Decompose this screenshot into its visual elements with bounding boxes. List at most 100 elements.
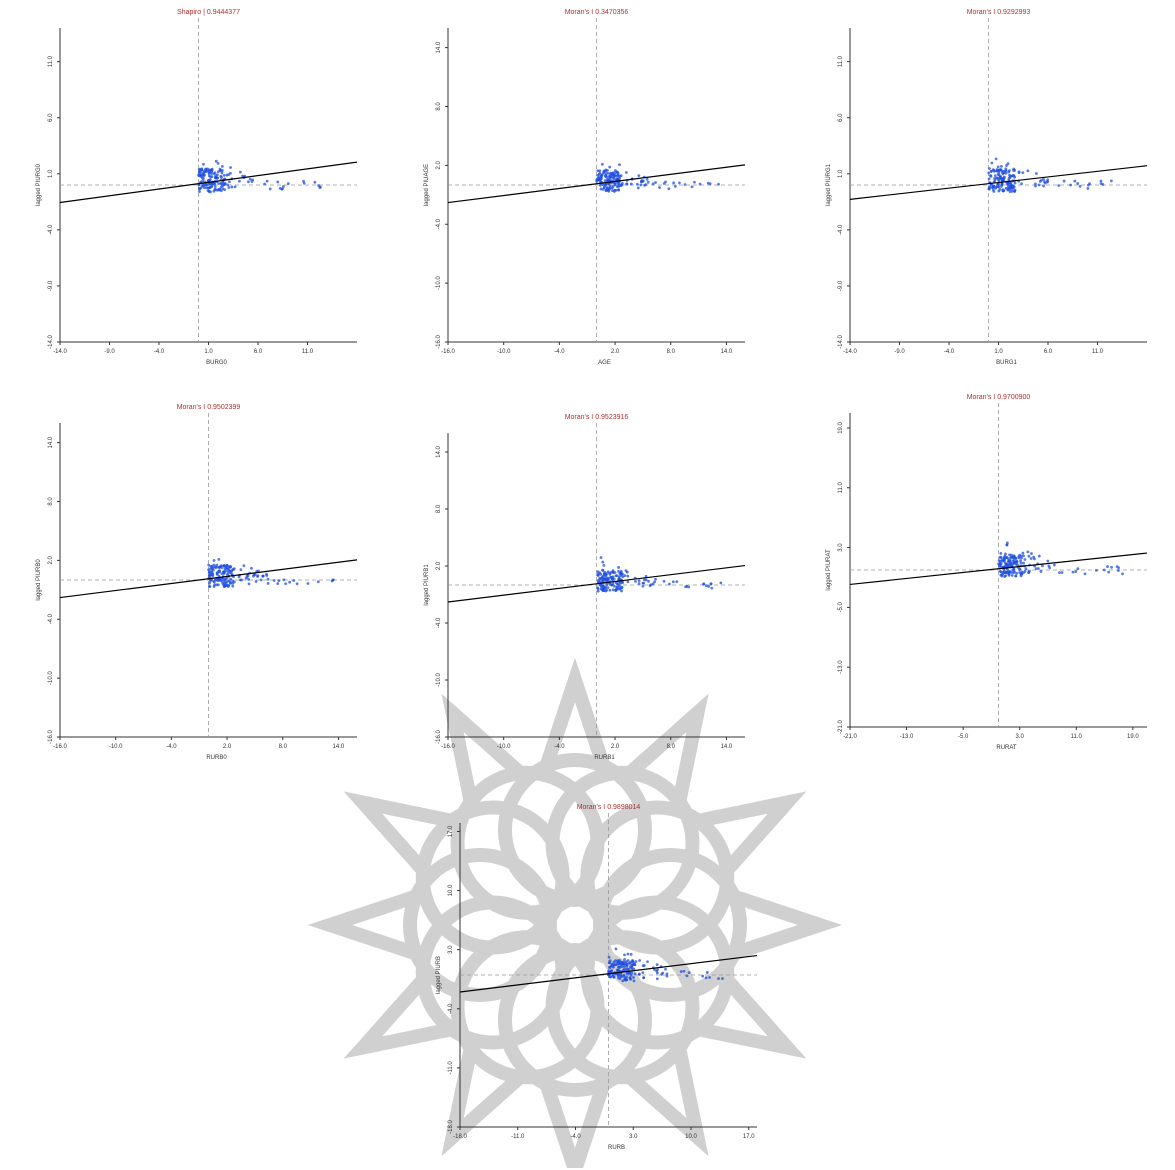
data-point — [1099, 182, 1103, 185]
data-point — [1014, 574, 1018, 578]
y-tick-label: -16.0 — [48, 730, 54, 744]
data-point — [1011, 184, 1015, 188]
data-point — [623, 574, 627, 578]
y-tick-label: 14.0 — [436, 41, 442, 53]
data-point — [608, 171, 612, 175]
data-point — [282, 578, 286, 582]
data-point — [276, 180, 280, 184]
data-point — [1088, 182, 1091, 186]
data-point — [608, 588, 612, 592]
data-point — [1026, 550, 1030, 554]
data-point — [1013, 188, 1017, 192]
data-point — [231, 579, 235, 583]
data-point — [611, 582, 615, 586]
data-point — [704, 976, 708, 980]
regression-line — [59, 161, 358, 204]
data-point — [214, 176, 217, 179]
data-point — [637, 582, 641, 585]
data-point — [994, 186, 998, 190]
data-point — [1115, 565, 1119, 569]
data-point — [706, 181, 710, 185]
data-point — [626, 972, 629, 976]
data-point — [231, 581, 235, 585]
data-point — [639, 180, 643, 184]
data-point — [608, 175, 611, 178]
data-point — [604, 574, 608, 578]
data-point — [1006, 557, 1010, 560]
data-point — [642, 976, 646, 980]
data-point — [607, 955, 611, 959]
data-point — [200, 168, 204, 172]
data-point — [1005, 164, 1008, 167]
data-point — [225, 564, 229, 567]
y-tick-label: -13.0 — [838, 660, 844, 674]
data-point — [209, 567, 212, 571]
data-point — [1069, 183, 1073, 187]
data-point — [213, 580, 216, 584]
data-point — [250, 180, 254, 184]
data-point — [1011, 568, 1015, 572]
data-point — [619, 571, 623, 575]
data-point — [282, 185, 285, 188]
data-point — [208, 170, 212, 173]
data-point — [1026, 169, 1030, 173]
data-point — [1008, 176, 1012, 179]
y-tick-label: 3.0 — [448, 945, 454, 954]
data-point — [233, 185, 237, 189]
data-point — [1013, 570, 1016, 574]
x-tick-label: 1.0 — [994, 349, 1003, 355]
y-tick-label: 11.0 — [48, 55, 54, 67]
data-point — [672, 181, 676, 185]
data-point — [999, 552, 1003, 555]
data-point — [1027, 554, 1031, 558]
data-point — [199, 170, 202, 174]
x-tick-label: -4.0 — [154, 349, 165, 355]
data-point — [198, 190, 201, 194]
data-point — [634, 579, 637, 583]
data-point — [708, 976, 711, 979]
data-point — [1005, 543, 1009, 547]
data-point — [616, 171, 620, 175]
data-point — [604, 168, 608, 172]
data-point — [1041, 564, 1044, 568]
y-tick-label: 2.0 — [48, 556, 54, 565]
data-point — [610, 969, 614, 972]
data-point — [1034, 172, 1038, 175]
data-point — [685, 974, 689, 978]
data-point — [625, 182, 629, 186]
data-point — [1014, 562, 1018, 566]
data-point — [678, 181, 681, 185]
data-point — [223, 567, 227, 571]
data-point — [1071, 570, 1075, 574]
data-point — [634, 960, 638, 963]
data-point — [259, 578, 263, 582]
x-tick-label: -4.0 — [166, 744, 177, 750]
y-tick-label: -16.0 — [436, 730, 442, 744]
data-point — [609, 582, 612, 586]
data-point — [276, 582, 280, 585]
data-point — [306, 582, 310, 585]
data-point — [227, 186, 231, 189]
data-point — [1022, 561, 1025, 565]
data-point — [598, 183, 602, 187]
data-point — [632, 979, 636, 983]
y-tick-label: -10.0 — [436, 673, 442, 687]
data-point — [626, 580, 630, 584]
data-point — [993, 174, 997, 178]
data-point — [612, 577, 616, 581]
data-point — [642, 964, 646, 968]
y-tick-label: -4.0 — [838, 224, 844, 235]
x-tick-label: 14.0 — [721, 349, 733, 355]
data-point — [606, 586, 610, 590]
y-tick-label: -11.0 — [448, 1061, 454, 1075]
y-tick-label: 8.0 — [436, 102, 442, 111]
data-point — [648, 584, 652, 588]
data-point — [604, 183, 608, 187]
data-point — [629, 973, 633, 977]
data-point — [642, 581, 645, 585]
data-point — [608, 959, 612, 963]
y-tick-label: 2.0 — [436, 161, 442, 170]
data-point — [990, 161, 994, 165]
data-point — [633, 972, 637, 976]
data-point — [226, 183, 230, 187]
